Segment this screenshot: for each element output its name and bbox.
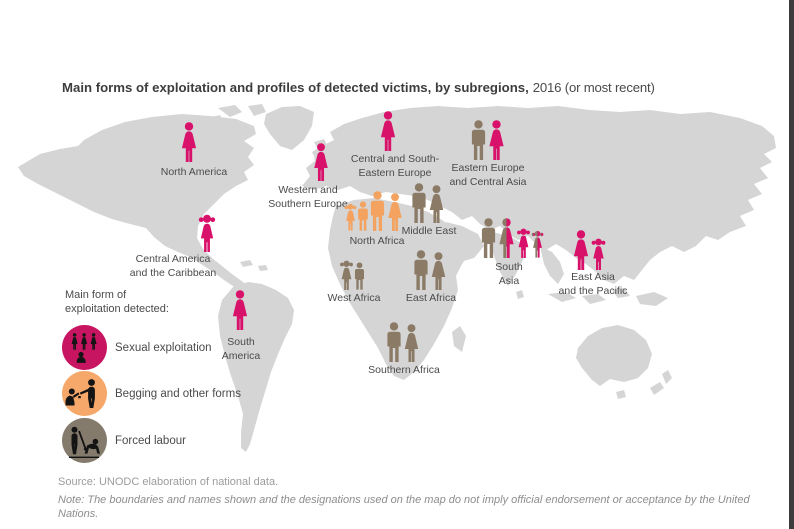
region-figures-eastern-europe-and-central-asia: [470, 120, 506, 160]
caribbean-islands: [240, 260, 268, 271]
region-label-east-africa: East Africa: [405, 292, 457, 304]
legend-heading-line1: Main form of: [65, 289, 127, 301]
region-figures-southern-africa: [386, 322, 421, 362]
figure-girl-sexual: [591, 238, 606, 270]
title-main: Main forms of exploitation and profiles …: [62, 80, 529, 95]
continent-north-america: [18, 114, 256, 295]
figure-woman-forced: [404, 324, 419, 362]
legend-label-sexual-exploitation: Sexual exploitation: [115, 341, 212, 354]
figure-man-begging: [370, 191, 385, 231]
region-figures-west-africa: [339, 260, 365, 290]
figure-woman-forced: [431, 252, 446, 290]
region-label-central-and-south-eastern-europe: Central and South- Eastern Europe: [350, 153, 440, 179]
sexual-exploitation-icon: [62, 325, 107, 370]
legend-label-forced-labour: Forced labour: [115, 434, 186, 447]
note-line1: Note: The boundaries and names shown and…: [58, 494, 750, 506]
figure-boy-begging: [358, 201, 368, 231]
region-figures-north-america: [180, 122, 199, 162]
region-label-western-and-southern-europe: Western and Southern Europe: [268, 184, 348, 210]
figure-man-forced: [471, 120, 486, 160]
sri-lanka: [516, 290, 524, 299]
legend-item-begging-and-other-forms: Begging and other forms: [62, 371, 241, 416]
tasmania: [616, 390, 626, 399]
figure-woman-sexual: [573, 230, 589, 270]
region-label-central-america-and-the-caribbean: Central America and the Caribbean: [129, 253, 217, 279]
figure-man-forced: [387, 322, 401, 362]
region-label-north-america: North America: [160, 166, 228, 178]
legend-label-begging-and-other-forms: Begging and other forms: [115, 387, 241, 400]
region-figures-south-america: [231, 290, 250, 330]
figure-woman-sexual: [314, 143, 328, 181]
madagascar: [452, 326, 466, 352]
figure-girl-begging: [344, 203, 357, 231]
legend-item-sexual-exploitation: Sexual exploitation: [62, 325, 212, 370]
source-text: Source: UNODC elaboration of national da…: [58, 476, 279, 488]
figure-man-forced: [414, 250, 428, 290]
region-figures-middle-east: [411, 183, 446, 223]
figure-woman-sexual: [380, 111, 396, 151]
japan: [652, 194, 666, 216]
figure-woman-begging: [388, 193, 402, 231]
figure-woman-forced: [429, 185, 444, 223]
note-text: Note: The boundaries and names shown and…: [58, 493, 758, 522]
region-label-eastern-europe-and-central-asia: Eastern Europe and Central Asia: [449, 162, 527, 188]
figure-woman-sexual: [232, 290, 248, 330]
region-label-southern-africa: Southern Africa: [368, 364, 440, 376]
region-figures-central-america-and-the-caribbean: [198, 214, 217, 252]
region-label-west-africa: West Africa: [327, 292, 381, 304]
region-figures-east-asia-and-the-pacific: [572, 230, 607, 270]
window-edge-bar: [789, 0, 794, 529]
figure-woman-split: [499, 218, 514, 258]
figure-boy-forced: [354, 262, 365, 290]
figure-girl-forced: [340, 260, 353, 290]
region-label-north-africa: North Africa: [349, 235, 405, 247]
new-zealand: [650, 370, 672, 395]
title-year: 2016 (or most recent): [532, 80, 655, 95]
figure-girl-sexual: [198, 214, 216, 252]
region-label-east-asia-and-the-pacific: East Asia and the Pacific: [558, 271, 628, 297]
forced-labour-icon: [62, 418, 107, 463]
australia: [576, 325, 652, 386]
figure-girl-sexual: [517, 228, 530, 258]
continent-eurasia: [302, 106, 776, 284]
region-label-south-asia: South Asia: [495, 261, 523, 287]
legend-item-forced-labour: Forced labour: [62, 418, 186, 463]
greenland: [264, 106, 314, 150]
legend-heading-line2: exploitation detected:: [65, 302, 169, 315]
indonesia-islands: [548, 254, 630, 304]
region-figures-central-and-south-eastern-europe: [379, 111, 398, 151]
region-label-middle-east: Middle East: [401, 225, 457, 237]
arctic-islands: [208, 104, 266, 125]
figure-woman-sexual: [181, 122, 197, 162]
figure-woman-sexual: [489, 120, 504, 160]
region-label-south-america: South America: [221, 336, 261, 362]
note-line2: Nations.: [58, 508, 99, 521]
india: [490, 232, 524, 286]
page-title: Main forms of exploitation and profiles …: [62, 80, 655, 95]
figure-girl-split: [531, 230, 544, 258]
new-guinea: [636, 292, 668, 306]
continent-africa: [328, 198, 470, 380]
region-figures-north-africa: [344, 191, 404, 231]
figure-man-forced: [481, 218, 496, 258]
indochina: [540, 246, 564, 284]
region-figures-south-asia: [480, 218, 544, 258]
region-figures-east-africa: [413, 250, 448, 290]
region-figures-western-and-southern-europe: [312, 143, 330, 181]
figure-man-forced: [412, 183, 426, 223]
begging-icon: [62, 371, 107, 416]
legend-heading: Main form of exploitation detected:: [65, 289, 169, 317]
